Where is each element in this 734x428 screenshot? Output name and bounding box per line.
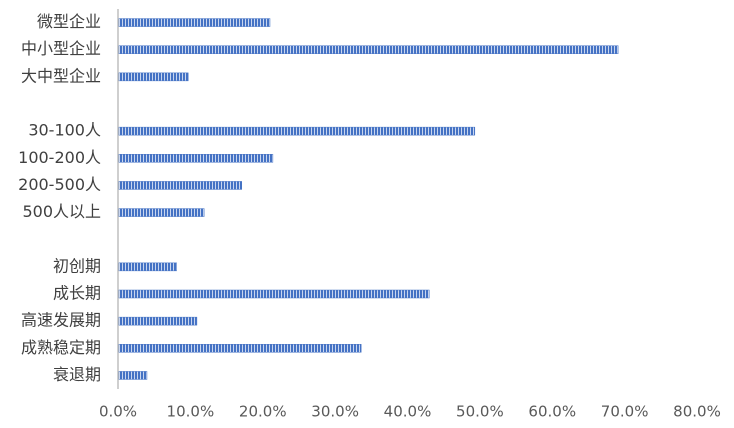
x-tick-label: 30.0%: [311, 403, 359, 421]
bar: [117, 72, 189, 82]
y-tick-label: 100-200人: [18, 148, 101, 167]
y-tick-label: 30-100人: [28, 121, 101, 140]
bar: [117, 262, 177, 272]
y-tick-label: 初创期: [53, 256, 101, 275]
bar: [117, 45, 619, 54]
y-tick-label: 成长期: [53, 284, 101, 303]
y-tick-label: 微型企业: [37, 12, 101, 31]
x-tick-label: 0.0%: [99, 403, 137, 421]
x-tick-label: 10.0%: [167, 403, 215, 421]
y-tick-label: 中小型企业: [21, 39, 101, 58]
y-tick-label: 成熟稳定期: [21, 338, 101, 357]
bar: [117, 289, 430, 299]
x-tick-label: 60.0%: [528, 403, 576, 421]
x-tick-label: 40.0%: [384, 403, 432, 421]
bar: [117, 18, 271, 27]
bar: [117, 126, 476, 136]
y-tick-label: 衰退期: [53, 365, 101, 384]
bar: [117, 208, 205, 217]
bar: [117, 181, 243, 190]
x-tick-label: 50.0%: [456, 403, 504, 421]
y-tick-label: 大中型企业: [21, 66, 101, 85]
x-tick-label: 20.0%: [239, 403, 287, 421]
bar: [117, 344, 362, 353]
bar: [117, 371, 148, 380]
y-tick-label: 500人以上: [22, 202, 101, 221]
x-tick-label: 70.0%: [601, 403, 649, 421]
x-tick-label: 80.0%: [673, 403, 721, 421]
bar: [117, 154, 274, 163]
bar: [117, 316, 198, 326]
y-tick-label: 高速发展期: [21, 311, 101, 330]
y-tick-label: 200-500人: [18, 175, 101, 194]
